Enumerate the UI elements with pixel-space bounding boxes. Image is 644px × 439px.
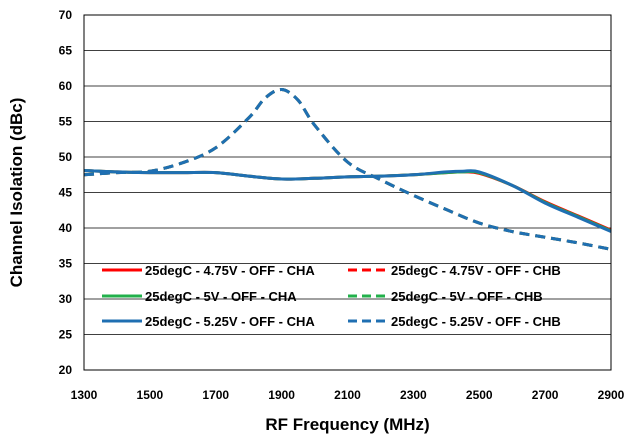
- y-tick-label: 30: [59, 292, 73, 306]
- y-tick-label: 20: [59, 363, 73, 377]
- legend-item: 25degC - 5V - OFF - CHA: [102, 289, 297, 304]
- x-tick-label: 1300: [71, 388, 98, 402]
- legend-label: 25degC - 4.75V - OFF - CHA: [145, 263, 315, 278]
- y-tick-labels: 20 25 30 35 40 45 50 55 60 65 70: [59, 8, 73, 377]
- y-axis-title: Channel Isolation (dBc): [7, 98, 26, 288]
- x-tick-label: 2900: [598, 388, 625, 402]
- y-tick-label: 60: [59, 79, 73, 93]
- series-line-5: [83, 168, 612, 233]
- x-tick-label: 2100: [334, 388, 361, 402]
- legend-item: 25degC - 5V - OFF - CHB: [348, 289, 543, 304]
- x-tick-label: 2500: [466, 388, 493, 402]
- series-line-6: [83, 88, 612, 251]
- series-lines: [83, 88, 612, 251]
- x-tick-label: 1700: [202, 388, 229, 402]
- legend-item: 25degC - 4.75V - OFF - CHB: [348, 263, 561, 278]
- x-axis-title: RF Frequency (MHz): [265, 415, 429, 434]
- x-tick-label: 1500: [137, 388, 164, 402]
- legend-label: 25degC - 4.75V - OFF - CHB: [391, 263, 561, 278]
- legend-label: 25degC - 5.25V - OFF - CHB: [391, 314, 561, 329]
- legend-label: 25degC - 5.25V - OFF - CHA: [145, 314, 315, 329]
- y-tick-label: 25: [59, 328, 73, 342]
- x-tick-label: 2700: [532, 388, 559, 402]
- legend-label: 25degC - 5V - OFF - CHB: [391, 289, 543, 304]
- legend: 25degC - 4.75V - OFF - CHA 25degC - 4.75V…: [102, 263, 561, 329]
- y-tick-label: 55: [59, 115, 73, 129]
- y-tick-label: 35: [59, 257, 73, 271]
- y-tick-label: 65: [59, 44, 73, 58]
- y-tick-label: 45: [59, 186, 73, 200]
- legend-item: 25degC - 5.25V - OFF - CHB: [348, 314, 561, 329]
- x-tick-label: 2300: [400, 388, 427, 402]
- x-tick-labels: 1300 1500 1700 1900 2100 2300 2500 2700 2900: [71, 388, 625, 402]
- y-tick-label: 50: [59, 150, 73, 164]
- x-tick-label: 1900: [268, 388, 295, 402]
- plot-area-frame: [83, 14, 612, 371]
- legend-item: 25degC - 5.25V - OFF - CHA: [102, 314, 315, 329]
- legend-label: 25degC - 5V - OFF - CHA: [145, 289, 297, 304]
- legend-item: 25degC - 4.75V - OFF - CHA: [102, 263, 315, 278]
- y-tick-label: 40: [59, 221, 73, 235]
- y-tick-label: 70: [59, 8, 73, 22]
